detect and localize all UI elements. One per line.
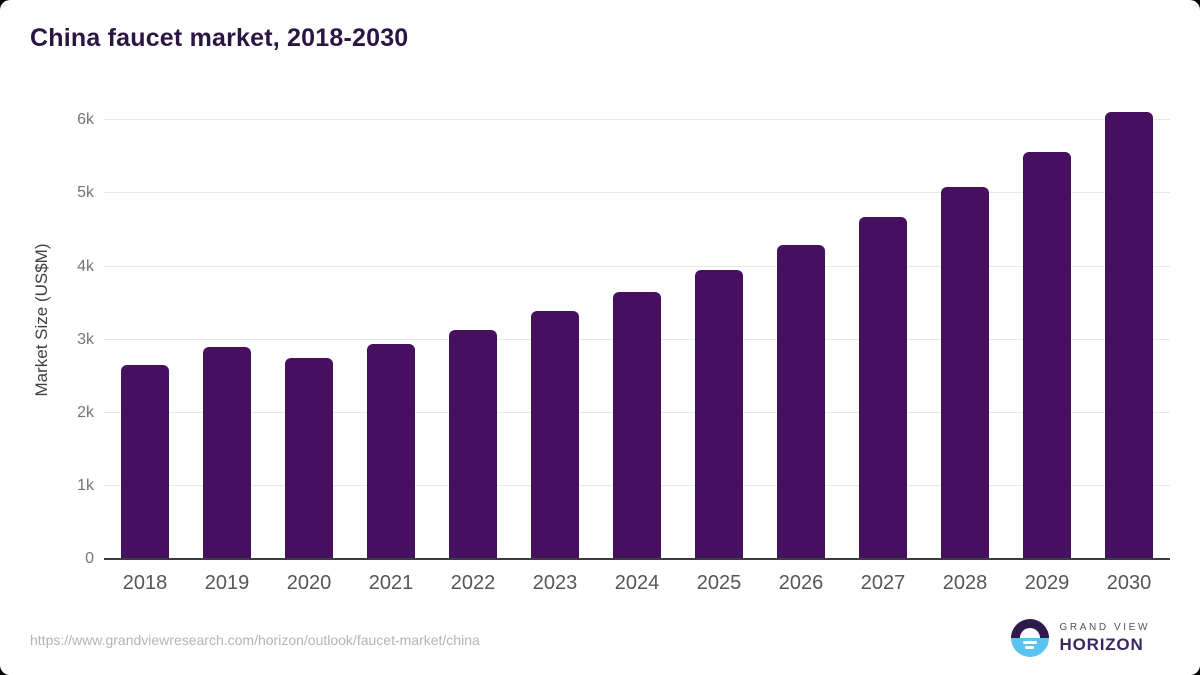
y-tick-label-1k: 1k [77, 476, 94, 494]
y-tick-label-3k: 3k [77, 330, 94, 348]
bar-slot-2024 [596, 91, 678, 559]
chart-title: China faucet market, 2018-2030 [30, 24, 409, 52]
bar-2020 [285, 357, 333, 559]
gridline-4k [104, 265, 1170, 267]
x-tick-label-2019: 2019 [204, 572, 250, 594]
logo-text-block: GRAND VIEW HORIZON [1060, 622, 1150, 655]
x-axis-labels: 2018 2019 2020 2021 2022 2023 2024 2025 2026 2027… [104, 568, 1170, 598]
x-tick-label-2030: 2030 [1106, 572, 1152, 594]
plot-area [104, 91, 1170, 560]
x-tick-label-2018: 2018 [122, 572, 168, 594]
bar-slot-2019 [186, 91, 268, 559]
x-tick-label-2026: 2026 [778, 572, 824, 594]
logo-wave-line-icon [1025, 645, 1035, 649]
x-tick-label-2025: 2025 [696, 572, 742, 594]
x-tick-label-2028: 2028 [942, 572, 988, 594]
bar-slot-2018 [104, 91, 186, 559]
horizon-logo-icon [1010, 619, 1049, 657]
bar-slot-2026 [760, 91, 842, 559]
x-axis-line [104, 558, 1170, 560]
bar-2029 [1023, 152, 1071, 559]
bar-slot-2029 [1006, 91, 1088, 559]
y-tick-label-4k: 4k [77, 257, 94, 275]
gridline-5k [104, 192, 1170, 194]
x-tick-label-2024: 2024 [614, 572, 660, 594]
bar-2028 [941, 187, 989, 559]
bar-2021 [367, 343, 415, 559]
bar-2024 [613, 291, 661, 559]
bar-slot-2022 [432, 91, 514, 559]
x-tick-label-2023: 2023 [532, 572, 578, 594]
logo-wave-line-icon [1022, 640, 1037, 644]
bar-slot-2030 [1088, 91, 1170, 559]
bar-2025 [695, 269, 743, 559]
y-tick-label-2k: 2k [77, 403, 94, 421]
bar-2027 [859, 217, 907, 559]
bar-2026 [777, 245, 825, 559]
bar-2023 [531, 311, 579, 559]
x-tick-label-2027: 2027 [860, 572, 906, 594]
bar-slot-2021 [350, 91, 432, 559]
y-axis-labels: 0 1k 2k 3k 4k 5k 6k [0, 0, 94, 675]
x-tick-label-2029: 2029 [1024, 572, 1070, 594]
bar-2022 [449, 329, 497, 559]
x-tick-label-2020: 2020 [286, 572, 332, 594]
x-tick-label-2022: 2022 [450, 572, 496, 594]
grand-view-horizon-logo: GRAND VIEW HORIZON [1010, 619, 1150, 657]
bar-slot-2025 [678, 91, 760, 559]
bar-2019 [203, 346, 251, 559]
logo-sun-icon [1019, 628, 1040, 638]
logo-text-horizon: HORIZON [1059, 634, 1144, 654]
y-tick-label-6k: 6k [77, 111, 94, 129]
source-url: https://www.grandviewresearch.com/horizo… [30, 632, 480, 648]
y-tick-label-5k: 5k [77, 184, 94, 202]
bars-row [104, 91, 1170, 559]
bar-slot-2020 [268, 91, 350, 559]
bar-2018 [121, 364, 169, 559]
bar-slot-2028 [924, 91, 1006, 559]
bar-slot-2027 [842, 91, 924, 559]
y-tick-label-0: 0 [85, 550, 94, 567]
logo-text-grand-view: GRAND VIEW [1059, 621, 1150, 633]
bar-2030 [1105, 112, 1153, 559]
gridline-6k [104, 119, 1170, 121]
bar-slot-2023 [514, 91, 596, 559]
x-tick-label-2021: 2021 [368, 572, 414, 594]
